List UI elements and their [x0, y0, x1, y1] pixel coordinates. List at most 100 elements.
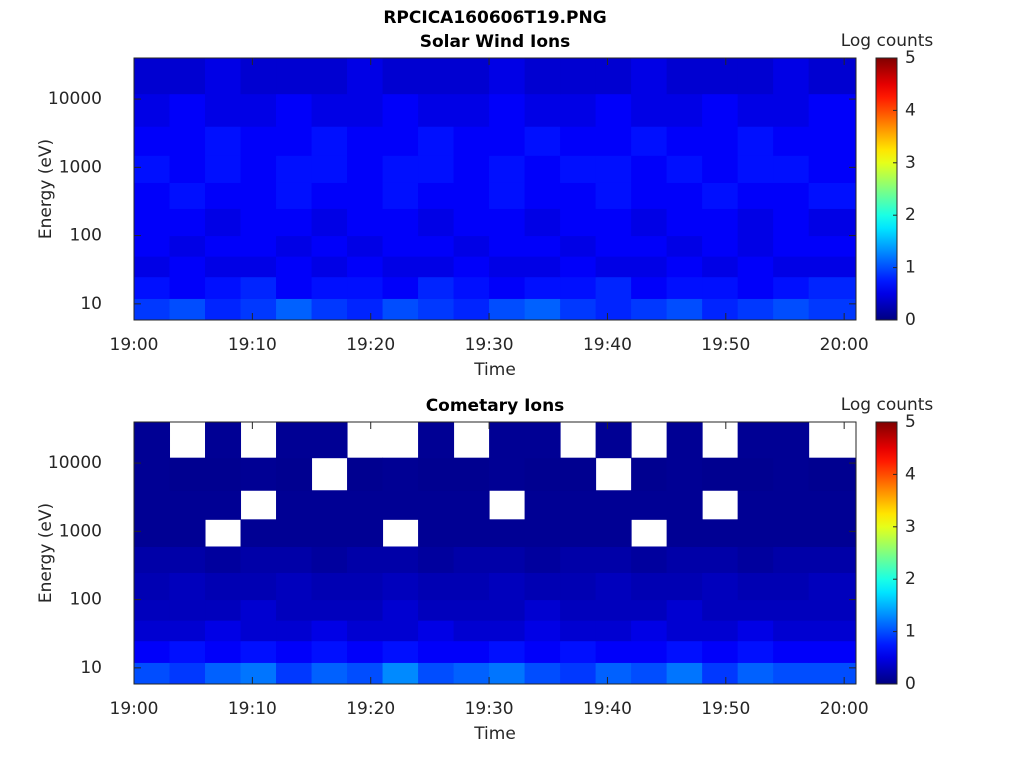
heatmap-cell [595, 58, 632, 95]
heatmap-cell [347, 519, 384, 547]
heatmap-cell [524, 58, 561, 95]
heatmap-cell [134, 572, 171, 601]
heatmap-cell [666, 519, 703, 547]
heatmap-cell [453, 235, 490, 257]
heatmap-cell [631, 620, 668, 642]
x-tick-label: 19:50 [701, 335, 750, 355]
heatmap-cell [737, 662, 774, 685]
heatmap-cell [666, 422, 703, 459]
heatmap-cell [702, 519, 739, 547]
colorbar-tick-label: 3 [905, 517, 916, 537]
heatmap-cell [489, 457, 526, 491]
heatmap-cell [524, 620, 561, 642]
heatmap-cell [524, 256, 561, 278]
x-axis-label: Time [473, 724, 516, 744]
heatmap-cell [205, 93, 242, 127]
heatmap-cell [205, 546, 242, 573]
heatmap-cell [311, 422, 348, 459]
colorbar-tick-label: 0 [905, 310, 916, 330]
heatmap-cell [524, 546, 561, 573]
heatmap-cell [382, 457, 419, 491]
heatmap-cell [240, 155, 277, 183]
colorbar-tick-label: 3 [905, 153, 916, 173]
x-tick-label: 19:20 [346, 699, 395, 719]
heatmap-cell [276, 422, 313, 459]
y-tick-label: 100 [70, 226, 102, 246]
heatmap-cell [595, 155, 632, 183]
heatmap-cell [276, 620, 313, 642]
heatmap-cell [808, 58, 857, 95]
heatmap-cell [773, 599, 810, 621]
heatmap-cell [595, 182, 632, 209]
colorbar-tick-label: 4 [905, 464, 916, 484]
heatmap-cell [524, 208, 561, 237]
heatmap-cell [169, 182, 206, 209]
heatmap-cell [773, 208, 810, 237]
heatmap-cell [311, 640, 348, 663]
heatmap-cell [524, 182, 561, 209]
heatmap-cell [489, 599, 526, 621]
heatmap-cell [169, 640, 206, 663]
heatmap-cell [169, 490, 206, 520]
heatmap-cell [134, 155, 171, 183]
heatmap-cell [489, 422, 526, 459]
heatmap-cell [205, 58, 242, 95]
heatmap-cell [276, 519, 313, 547]
colorbar-tick-label: 0 [905, 674, 916, 694]
heatmap-cell [240, 256, 277, 278]
figure-title: RPCICA160606T19.PNG [383, 8, 606, 28]
heatmap-cell [205, 620, 242, 642]
plot-frame [133, 421, 857, 685]
heatmap-cell [666, 457, 703, 491]
heatmap-cell [489, 640, 526, 663]
heatmap-cell [560, 276, 597, 299]
heatmap-cell [489, 276, 526, 299]
heatmap-cell [666, 235, 703, 257]
x-tick-label: 19:00 [110, 335, 159, 355]
heatmap-cell [169, 572, 206, 601]
heatmap-cell [737, 640, 774, 663]
heatmap-cell [418, 235, 455, 257]
heatmap-cell [134, 422, 171, 459]
heatmap-cell [205, 182, 242, 209]
heatmap-cell [453, 208, 490, 237]
heatmap-cell [134, 519, 171, 547]
heatmap-cell [240, 519, 277, 547]
heatmap-cell [631, 208, 668, 237]
heatmap-cell [524, 599, 561, 621]
heatmap-cell [382, 58, 419, 95]
heatmap-cell [347, 620, 384, 642]
heatmap-cell [737, 519, 774, 547]
heatmap-cell [347, 276, 384, 299]
heatmap-cell [418, 155, 455, 183]
panel-title: Cometary Ions [426, 396, 565, 416]
heatmap-cell [666, 93, 703, 127]
heatmap-cell [489, 546, 526, 573]
heatmap-cell [134, 276, 171, 299]
heatmap-cell [418, 620, 455, 642]
heatmap-cell [595, 599, 632, 621]
colorbar-label: Log counts [841, 395, 934, 415]
heatmap-cell [737, 457, 774, 491]
heatmap-cell [631, 93, 668, 127]
heatmap-cell [631, 58, 668, 95]
y-tick-label: 10000 [48, 89, 102, 109]
heatmap-cell [347, 182, 384, 209]
heatmap-cell [240, 93, 277, 127]
heatmap-cell [560, 235, 597, 257]
heatmap-cell [347, 572, 384, 601]
heatmap-cell [489, 235, 526, 257]
heatmap-cell [453, 298, 490, 321]
heatmap-cell [382, 640, 419, 663]
heatmap-cell [276, 599, 313, 621]
heatmap-cell [347, 93, 384, 127]
heatmap-cell [773, 457, 810, 491]
heatmap-cell [240, 599, 277, 621]
heatmap-cell [169, 256, 206, 278]
x-tick-label: 19:40 [583, 699, 632, 719]
heatmap-cell [737, 298, 774, 321]
heatmap-cell [134, 546, 171, 573]
heatmap-cell [808, 256, 857, 278]
heatmap-cell [240, 546, 277, 573]
heatmap-cell [737, 155, 774, 183]
